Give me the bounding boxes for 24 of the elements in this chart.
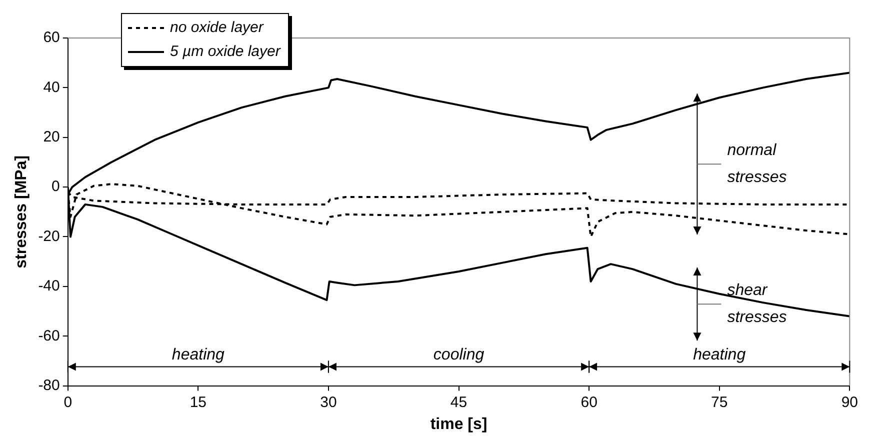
y-tick-label: 20 bbox=[43, 128, 60, 146]
x-tick-label: 90 bbox=[841, 394, 858, 411]
x-tick-label: 15 bbox=[190, 394, 207, 411]
y-tick-label: -20 bbox=[38, 228, 60, 245]
y-tick-label: -80 bbox=[38, 376, 60, 394]
annotation: heating bbox=[172, 346, 225, 364]
annotation: heating bbox=[693, 346, 746, 364]
x-tick-label: 30 bbox=[320, 394, 337, 411]
annotation: cooling bbox=[433, 346, 484, 364]
x-tick-label: 75 bbox=[711, 394, 728, 411]
legend-label: 5 µm oxide layer bbox=[170, 42, 280, 62]
y-tick-label: -60 bbox=[38, 327, 60, 344]
x-tick-label: 60 bbox=[580, 394, 598, 411]
x-tick-label: 45 bbox=[450, 394, 468, 411]
y-tick-label: -40 bbox=[38, 278, 60, 295]
x-tick-label: 0 bbox=[64, 394, 72, 411]
y-tick-label: 0 bbox=[52, 178, 60, 196]
y-tick-label: 40 bbox=[43, 78, 60, 96]
x-axis-title: time [s] bbox=[430, 416, 488, 433]
annotation: shear stresses bbox=[727, 282, 787, 326]
y-axis-title: stresses [MPa] bbox=[13, 155, 30, 268]
y-tick-label: 60 bbox=[43, 29, 60, 46]
annotation: normal stresses bbox=[727, 142, 787, 186]
legend-label: no oxide layer bbox=[170, 18, 264, 38]
